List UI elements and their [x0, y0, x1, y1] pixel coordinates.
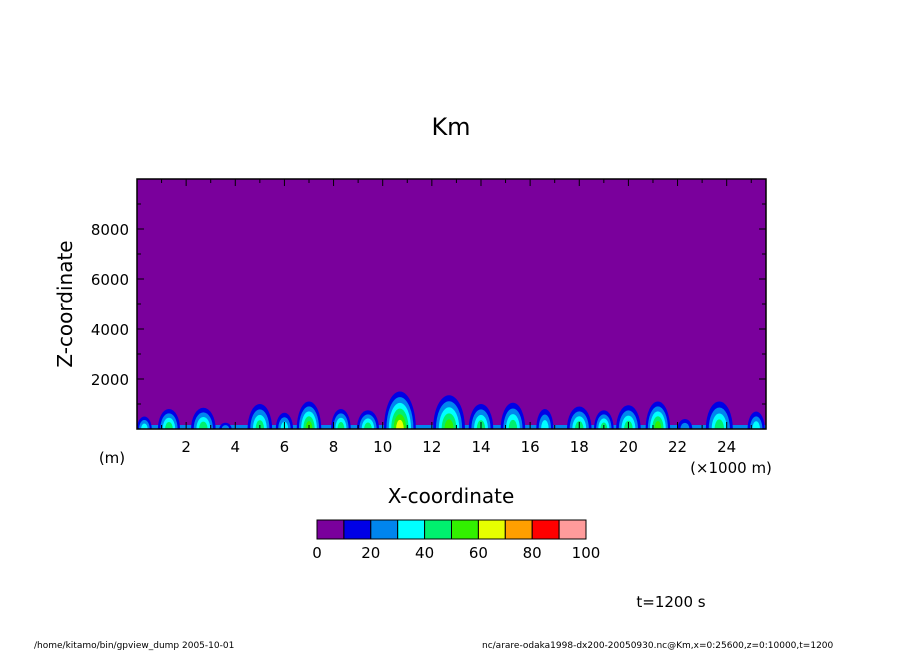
x-tick-label: 6 — [280, 438, 290, 456]
plume — [747, 411, 765, 429]
x-tick-label: 4 — [231, 438, 241, 456]
plume — [247, 404, 273, 429]
plume-band — [141, 423, 148, 429]
colorbar-label: 40 — [415, 544, 434, 562]
colorbar-label: 80 — [523, 544, 542, 562]
footer-left: /home/kitamo/bin/gpview_dump 2005-10-01 — [34, 641, 235, 651]
plume-band — [221, 425, 230, 429]
plume-band — [255, 420, 265, 429]
colorbar-swatch — [424, 519, 453, 540]
plume-band — [714, 419, 725, 429]
chart-title: Km — [431, 113, 470, 141]
plume-band — [396, 419, 404, 429]
plot-background — [137, 179, 766, 429]
plume — [500, 402, 526, 429]
plume — [645, 401, 671, 429]
colorbar-label: 100 — [572, 544, 601, 562]
plume — [191, 407, 216, 429]
x-axis-ticks: 2 4 6 8 10 12 14 16 18 20 22 24 — [161, 179, 752, 456]
plume — [383, 391, 416, 429]
x-tick-label: 22 — [668, 438, 687, 456]
plume-band — [364, 422, 372, 429]
colorbar-swatch — [370, 519, 399, 540]
x-axis-label: X-coordinate — [388, 484, 515, 508]
plume — [468, 404, 494, 429]
colorbar-swatch — [504, 519, 533, 540]
colorbar-swatch — [397, 519, 426, 540]
plume — [356, 410, 380, 429]
y-axis-label: Z-coordinate — [53, 240, 77, 367]
colorbar-swatch — [531, 519, 560, 540]
plume-band — [541, 420, 549, 429]
plume-band — [199, 421, 208, 429]
x-tick-label: 14 — [471, 438, 490, 456]
colorbar-swatch — [316, 519, 345, 540]
plume — [705, 401, 733, 429]
colorbar: 0 20 40 60 80 100 — [312, 519, 601, 562]
x-tick-label: 12 — [422, 438, 441, 456]
colorbar-swatch — [558, 519, 587, 540]
plume-band — [337, 422, 345, 429]
x-tick-label: 2 — [181, 438, 191, 456]
plume-band — [165, 422, 173, 429]
y-tick-label: 2000 — [91, 371, 129, 389]
colorbar-swatch — [451, 519, 479, 540]
footer-right: nc/arare-odaka1998-dx200-20050930.nc@Km,… — [482, 641, 834, 651]
plume — [677, 419, 693, 429]
plume — [219, 422, 232, 429]
x-tick-label: 8 — [329, 438, 339, 456]
time-label: t=1200 s — [636, 593, 705, 611]
y-axis-ticks: 2000 4000 6000 8000 — [91, 203, 766, 405]
x-tick-label: 24 — [717, 438, 736, 456]
x-unit-left: (m) — [99, 449, 125, 467]
y-tick-label: 6000 — [91, 271, 129, 289]
x-unit-right: (×1000 m) — [690, 459, 772, 477]
plume-band — [654, 421, 662, 429]
plume — [433, 395, 466, 429]
plume-band — [680, 422, 690, 429]
plume-band — [508, 419, 518, 429]
plume — [296, 401, 322, 429]
colorbar-label: 0 — [312, 544, 322, 562]
colorbar-swatch — [343, 519, 372, 540]
y-tick-label: 4000 — [91, 321, 129, 339]
plume-band — [752, 421, 760, 429]
plume-layer — [137, 391, 766, 429]
colorbar-label: 60 — [469, 544, 488, 562]
x-tick-label: 16 — [521, 438, 540, 456]
colorbar-swatch — [477, 519, 506, 540]
plume — [137, 416, 152, 429]
colorbar-label: 20 — [361, 544, 380, 562]
plume — [594, 410, 614, 429]
y-tick-label: 8000 — [91, 221, 129, 239]
plot-area — [136, 178, 767, 430]
plume — [331, 409, 351, 429]
plume — [157, 409, 180, 429]
x-tick-label: 10 — [373, 438, 392, 456]
x-tick-label: 18 — [570, 438, 589, 456]
plume-band — [444, 419, 454, 429]
x-tick-label: 20 — [619, 438, 638, 456]
plume — [536, 409, 554, 429]
